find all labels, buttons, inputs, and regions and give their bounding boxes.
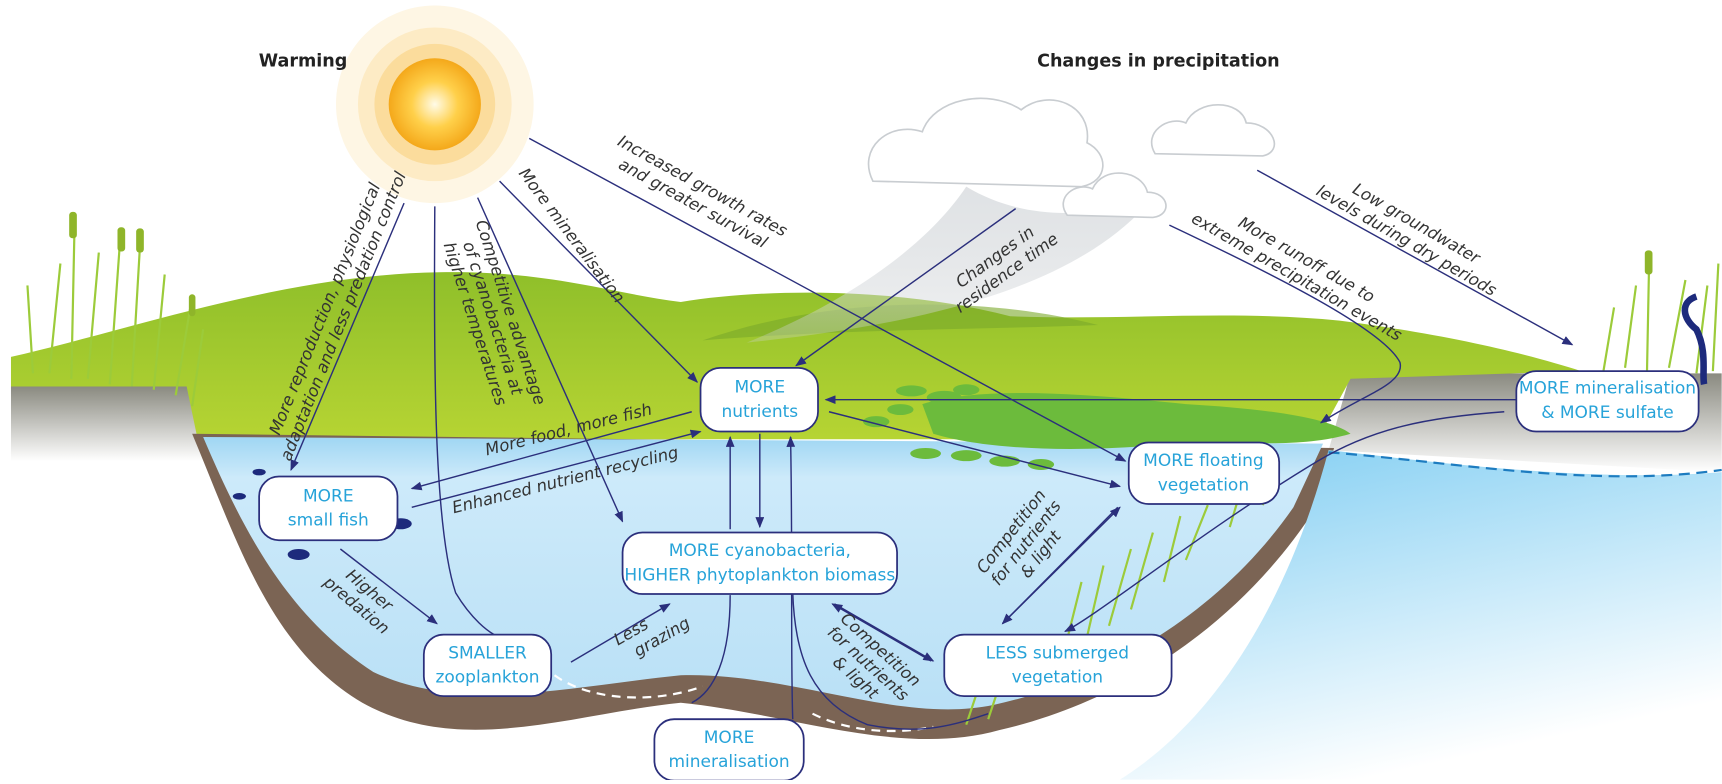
node-label: mineralisation — [668, 752, 789, 772]
node-label: LESS submerged — [986, 643, 1129, 663]
node-label: nutrients — [721, 402, 798, 422]
scene: Warming Changes in precipitation MORE nu… — [11, 5, 1722, 780]
node: MORE mineralisation & MORE sulfate — [1516, 371, 1698, 431]
node-label: MORE floating — [1143, 451, 1264, 471]
node-label: zooplankton — [435, 667, 539, 687]
node: MORE cyanobacteria, HIGHER phytoplankton… — [623, 533, 898, 594]
diagram: Warming Changes in precipitation MORE nu… — [0, 0, 1722, 780]
node-label: vegetation — [1158, 475, 1249, 495]
node: MORE floating vegetation — [1129, 442, 1279, 503]
node-label: & MORE sulfate — [1541, 403, 1674, 423]
bank-left — [11, 386, 203, 461]
sun — [336, 5, 534, 203]
node-label: MORE — [735, 378, 786, 398]
node-label: vegetation — [1012, 667, 1103, 687]
heading: Changes in precipitation — [1037, 51, 1280, 71]
node-label: SMALLER — [448, 643, 527, 663]
heron — [1685, 296, 1704, 384]
node: MORE mineralisation — [654, 719, 803, 780]
node: MORE small fish — [259, 477, 397, 541]
edge-text: Increased growth rates — [615, 131, 791, 240]
node: MORE nutrients — [701, 368, 818, 432]
node: LESS submerged vegetation — [944, 635, 1171, 696]
node-label: MORE cyanobacteria, — [669, 541, 851, 561]
clouds — [869, 98, 1275, 217]
node-label: MORE mineralisation — [1519, 379, 1696, 399]
node-label: small fish — [288, 510, 369, 530]
node-label: MORE — [704, 728, 755, 748]
node: SMALLER zooplankton — [424, 635, 551, 696]
heading: Warming — [259, 51, 348, 71]
node-label: MORE — [303, 486, 354, 506]
node-label: HIGHER phytoplankton biomass — [624, 565, 895, 585]
